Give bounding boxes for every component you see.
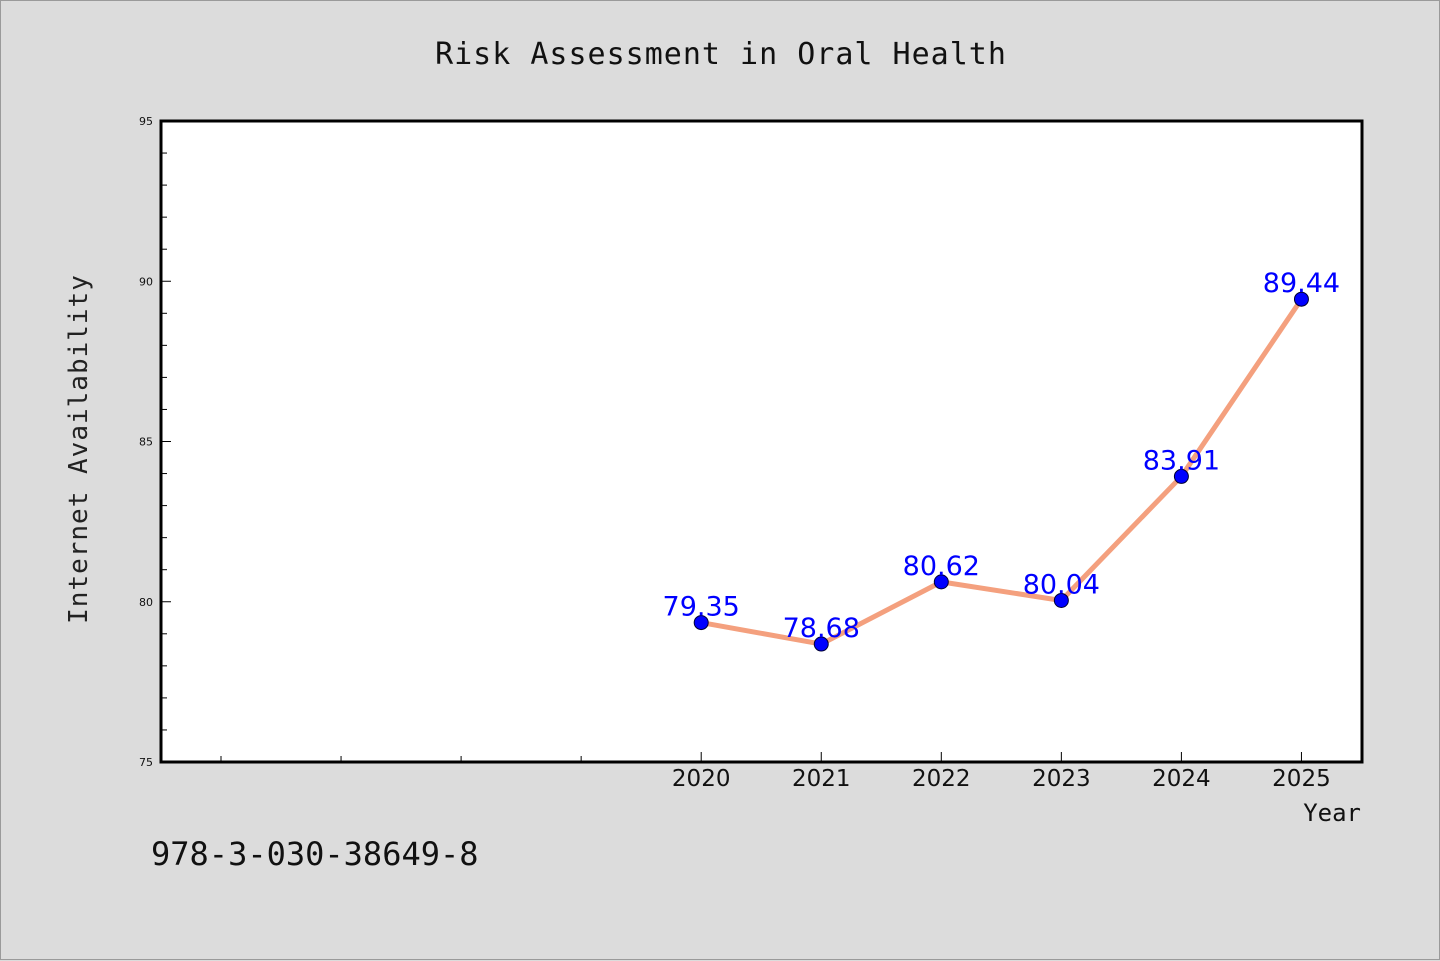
y-tick-label: 95: [139, 115, 153, 128]
plot-area: [159, 119, 1364, 764]
data-point: [1173, 468, 1189, 484]
data-label: 79.35: [663, 592, 740, 623]
x-tick-label: 2023: [1032, 766, 1091, 792]
data-point: [933, 574, 949, 590]
data-point: [693, 615, 709, 631]
x-axis: 2020 2021 2022 2023 2024 2025: [220, 752, 1331, 792]
y-tick-label: 90: [139, 275, 153, 288]
isbn-text: 978-3-030-38649-8: [151, 835, 479, 873]
x-tick-label: 2025: [1272, 766, 1331, 792]
x-tick-label: 2020: [672, 766, 731, 792]
y-axis-label: Internet Availability: [64, 274, 94, 624]
data-point: [813, 636, 829, 652]
series-line: [698, 296, 1304, 647]
x-tick-label: 2022: [912, 766, 971, 792]
y-tick-label: 75: [139, 756, 153, 769]
x-tick-label: 2021: [792, 766, 851, 792]
data-label: 83.91: [1143, 445, 1220, 476]
x-axis-label: Year: [1303, 799, 1361, 827]
data-point: [1293, 291, 1309, 307]
x-tick-label: 2024: [1152, 766, 1211, 792]
y-tick-label: 85: [139, 436, 153, 449]
data-label: 80.04: [1023, 569, 1100, 600]
data-labels: 79.35 78.68 80.62 80.04 83.91 89.44: [663, 268, 1341, 644]
data-point: [1053, 592, 1069, 608]
data-label: 89.44: [1263, 268, 1340, 299]
y-tick-label: 80: [139, 596, 153, 609]
data-label: 78.68: [783, 613, 860, 644]
data-markers: [693, 291, 1309, 652]
chart-title: Risk Assessment in Oral Health: [435, 37, 1007, 72]
y-axis: 75 80 85 90 95: [139, 115, 171, 769]
data-label: 80.62: [903, 551, 980, 582]
